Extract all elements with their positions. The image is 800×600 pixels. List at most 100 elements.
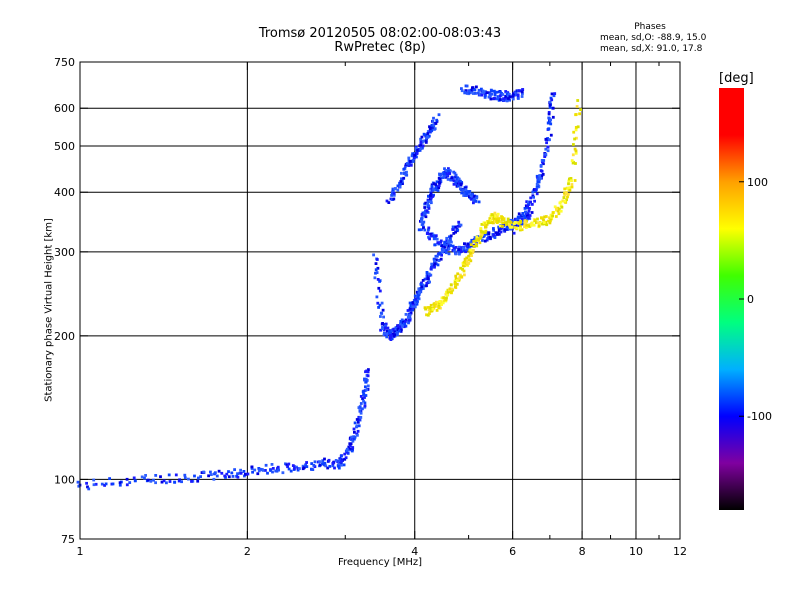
data-point xyxy=(427,204,431,208)
data-point xyxy=(277,468,280,472)
data-point xyxy=(345,447,349,451)
data-point xyxy=(457,223,461,227)
data-point xyxy=(366,370,370,374)
data-point xyxy=(449,291,453,294)
data-point xyxy=(548,100,552,104)
data-point xyxy=(449,244,452,247)
data-point xyxy=(250,467,254,470)
data-point xyxy=(389,197,393,201)
data-point xyxy=(392,197,396,201)
data-point xyxy=(437,306,441,310)
data-point xyxy=(499,230,503,234)
data-point xyxy=(438,252,441,256)
x-tick-label: 1 xyxy=(77,545,84,558)
data-point xyxy=(428,232,432,236)
x-tick-label: 8 xyxy=(579,545,586,558)
data-point xyxy=(401,325,404,328)
data-point xyxy=(573,147,577,151)
data-point xyxy=(431,195,435,198)
data-point xyxy=(428,280,431,284)
data-point xyxy=(528,225,532,228)
data-point xyxy=(353,421,357,425)
data-point xyxy=(529,196,533,200)
data-point xyxy=(416,300,419,303)
data-point xyxy=(422,226,425,230)
data-point xyxy=(426,136,429,139)
data-point xyxy=(404,313,408,316)
data-point xyxy=(511,94,515,98)
data-point xyxy=(425,271,429,274)
data-point xyxy=(154,474,158,477)
data-point xyxy=(295,465,298,469)
data-point xyxy=(509,221,513,224)
data-point xyxy=(111,482,115,486)
data-point xyxy=(420,228,423,232)
x-tick-label: 6 xyxy=(509,545,516,558)
data-point xyxy=(250,465,254,469)
data-point xyxy=(77,484,81,488)
data-point xyxy=(474,239,477,243)
data-point xyxy=(484,94,487,98)
data-point xyxy=(406,309,410,312)
data-point xyxy=(429,273,433,277)
data-point xyxy=(450,176,454,180)
data-point xyxy=(419,137,422,141)
data-point xyxy=(160,480,164,484)
data-point xyxy=(433,264,436,267)
data-point xyxy=(464,250,467,254)
data-point xyxy=(427,228,430,232)
data-point xyxy=(402,176,406,180)
data-point xyxy=(344,456,348,460)
data-point xyxy=(414,147,418,150)
data-point xyxy=(417,293,420,297)
data-point xyxy=(305,465,309,468)
data-point xyxy=(525,219,528,223)
data-point xyxy=(421,222,425,226)
data-point xyxy=(174,473,178,477)
data-point xyxy=(542,221,546,224)
data-point xyxy=(518,89,521,92)
data-point xyxy=(348,442,352,446)
data-point xyxy=(436,241,440,244)
data-point xyxy=(426,130,430,133)
data-point xyxy=(358,405,362,408)
data-point xyxy=(355,418,359,421)
data-point xyxy=(445,290,448,294)
data-point xyxy=(422,220,426,224)
data-point xyxy=(396,188,400,192)
data-point xyxy=(527,209,531,213)
data-point xyxy=(535,174,539,178)
data-point xyxy=(576,125,580,129)
data-point xyxy=(493,235,497,238)
data-point xyxy=(187,477,190,481)
data-point xyxy=(543,215,546,219)
data-point xyxy=(440,248,444,251)
data-point xyxy=(416,149,419,152)
data-point xyxy=(220,471,224,475)
data-point xyxy=(526,206,529,210)
data-point xyxy=(483,92,487,96)
data-point xyxy=(506,217,510,221)
data-point xyxy=(465,192,469,195)
data-point xyxy=(357,424,361,428)
data-point xyxy=(573,137,576,141)
data-point xyxy=(465,256,469,260)
data-point xyxy=(133,479,137,483)
data-point xyxy=(571,161,575,165)
data-point xyxy=(180,480,183,484)
data-point xyxy=(505,227,509,231)
data-point xyxy=(327,458,331,462)
data-point xyxy=(549,217,553,221)
data-point xyxy=(361,407,364,411)
data-point xyxy=(202,470,206,474)
data-point xyxy=(470,238,474,242)
data-point xyxy=(439,306,442,310)
data-point xyxy=(457,177,461,181)
data-point xyxy=(452,232,456,235)
data-point xyxy=(301,464,305,468)
data-point xyxy=(460,87,463,90)
data-point xyxy=(177,479,181,483)
data-point xyxy=(378,303,382,307)
data-point xyxy=(434,237,437,240)
data-point xyxy=(217,469,221,473)
